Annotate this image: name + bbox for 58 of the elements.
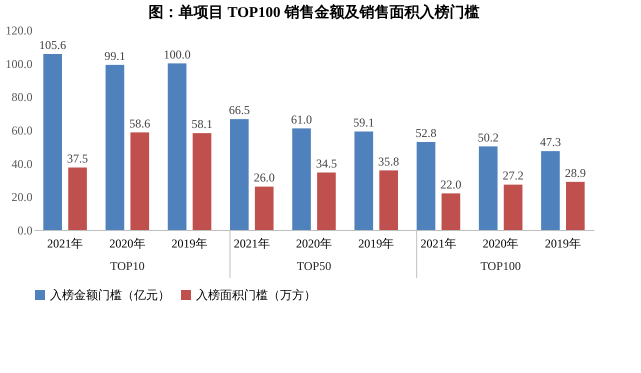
legend-label: 入榜金额门槛（亿元） — [50, 288, 170, 302]
bar — [43, 54, 62, 230]
data-label: 52.8 — [416, 126, 436, 140]
bar — [416, 142, 436, 230]
text: TOP50 — [296, 259, 332, 273]
x-tick-label: 2020年 — [296, 236, 332, 250]
x-tick-label: 2019年 — [358, 236, 394, 250]
data-label: 61.0 — [291, 112, 312, 126]
data-label: 59.1 — [353, 116, 374, 130]
bar — [541, 151, 560, 230]
bar — [442, 193, 460, 230]
data-label: 50.2 — [478, 130, 499, 144]
x-tick-label: 2020年 — [109, 236, 146, 250]
bar — [68, 168, 87, 230]
data-label: 66.5 — [228, 103, 250, 118]
data-label: 28.9 — [564, 166, 586, 180]
y-tick-label: 120.0 — [6, 24, 32, 38]
data-label: 58.1 — [192, 117, 212, 132]
y-tick-label: 100.0 — [6, 56, 32, 71]
text: TOP100 — [480, 259, 521, 273]
legend-label: 入榜面积门槛（万方） — [196, 288, 316, 302]
bar — [478, 146, 498, 230]
bar — [317, 172, 336, 230]
data-label: 105.6 — [39, 38, 66, 52]
bar — [130, 132, 150, 230]
data-label: 27.2 — [502, 168, 524, 183]
x-tick-label: 2019年 — [544, 236, 581, 250]
text: TOP10 — [110, 259, 145, 273]
bar — [106, 64, 124, 230]
chart-title: 图：单项目 TOP100 销售金额及销售面积入榜门槛 — [148, 3, 480, 21]
data-label: 22.0 — [440, 177, 462, 192]
y-tick-label: 60.0 — [12, 124, 32, 138]
data-label: 35.8 — [378, 154, 400, 168]
data-label: 26.0 — [254, 170, 275, 185]
data-label: 58.6 — [129, 116, 150, 130]
y-tick-label: 40.0 — [12, 156, 32, 171]
bar — [379, 170, 398, 230]
x-tick-label: 2021年 — [420, 236, 456, 250]
bar — [292, 128, 311, 230]
data-label: 47.3 — [540, 135, 561, 150]
x-tick-label: 2019年 — [172, 236, 208, 250]
data-label: 100.0 — [164, 47, 191, 62]
data-label: 34.5 — [316, 156, 337, 170]
x-tick-label: 2021年 — [47, 236, 84, 250]
bar — [354, 132, 374, 230]
y-tick-label: 0.0 — [18, 224, 32, 238]
bar — [168, 63, 186, 230]
y-tick-label: 20.0 — [12, 190, 32, 204]
x-tick-label: 2020年 — [482, 236, 519, 250]
x-tick-label: 2021年 — [234, 236, 270, 250]
bar — [566, 182, 585, 230]
bar — [254, 186, 274, 230]
data-label: 37.5 — [67, 152, 88, 166]
y-tick-label: 80.0 — [12, 90, 32, 104]
bar — [192, 133, 212, 230]
bar — [230, 119, 249, 230]
data-label: 99.1 — [104, 48, 126, 63]
bar — [504, 184, 522, 230]
